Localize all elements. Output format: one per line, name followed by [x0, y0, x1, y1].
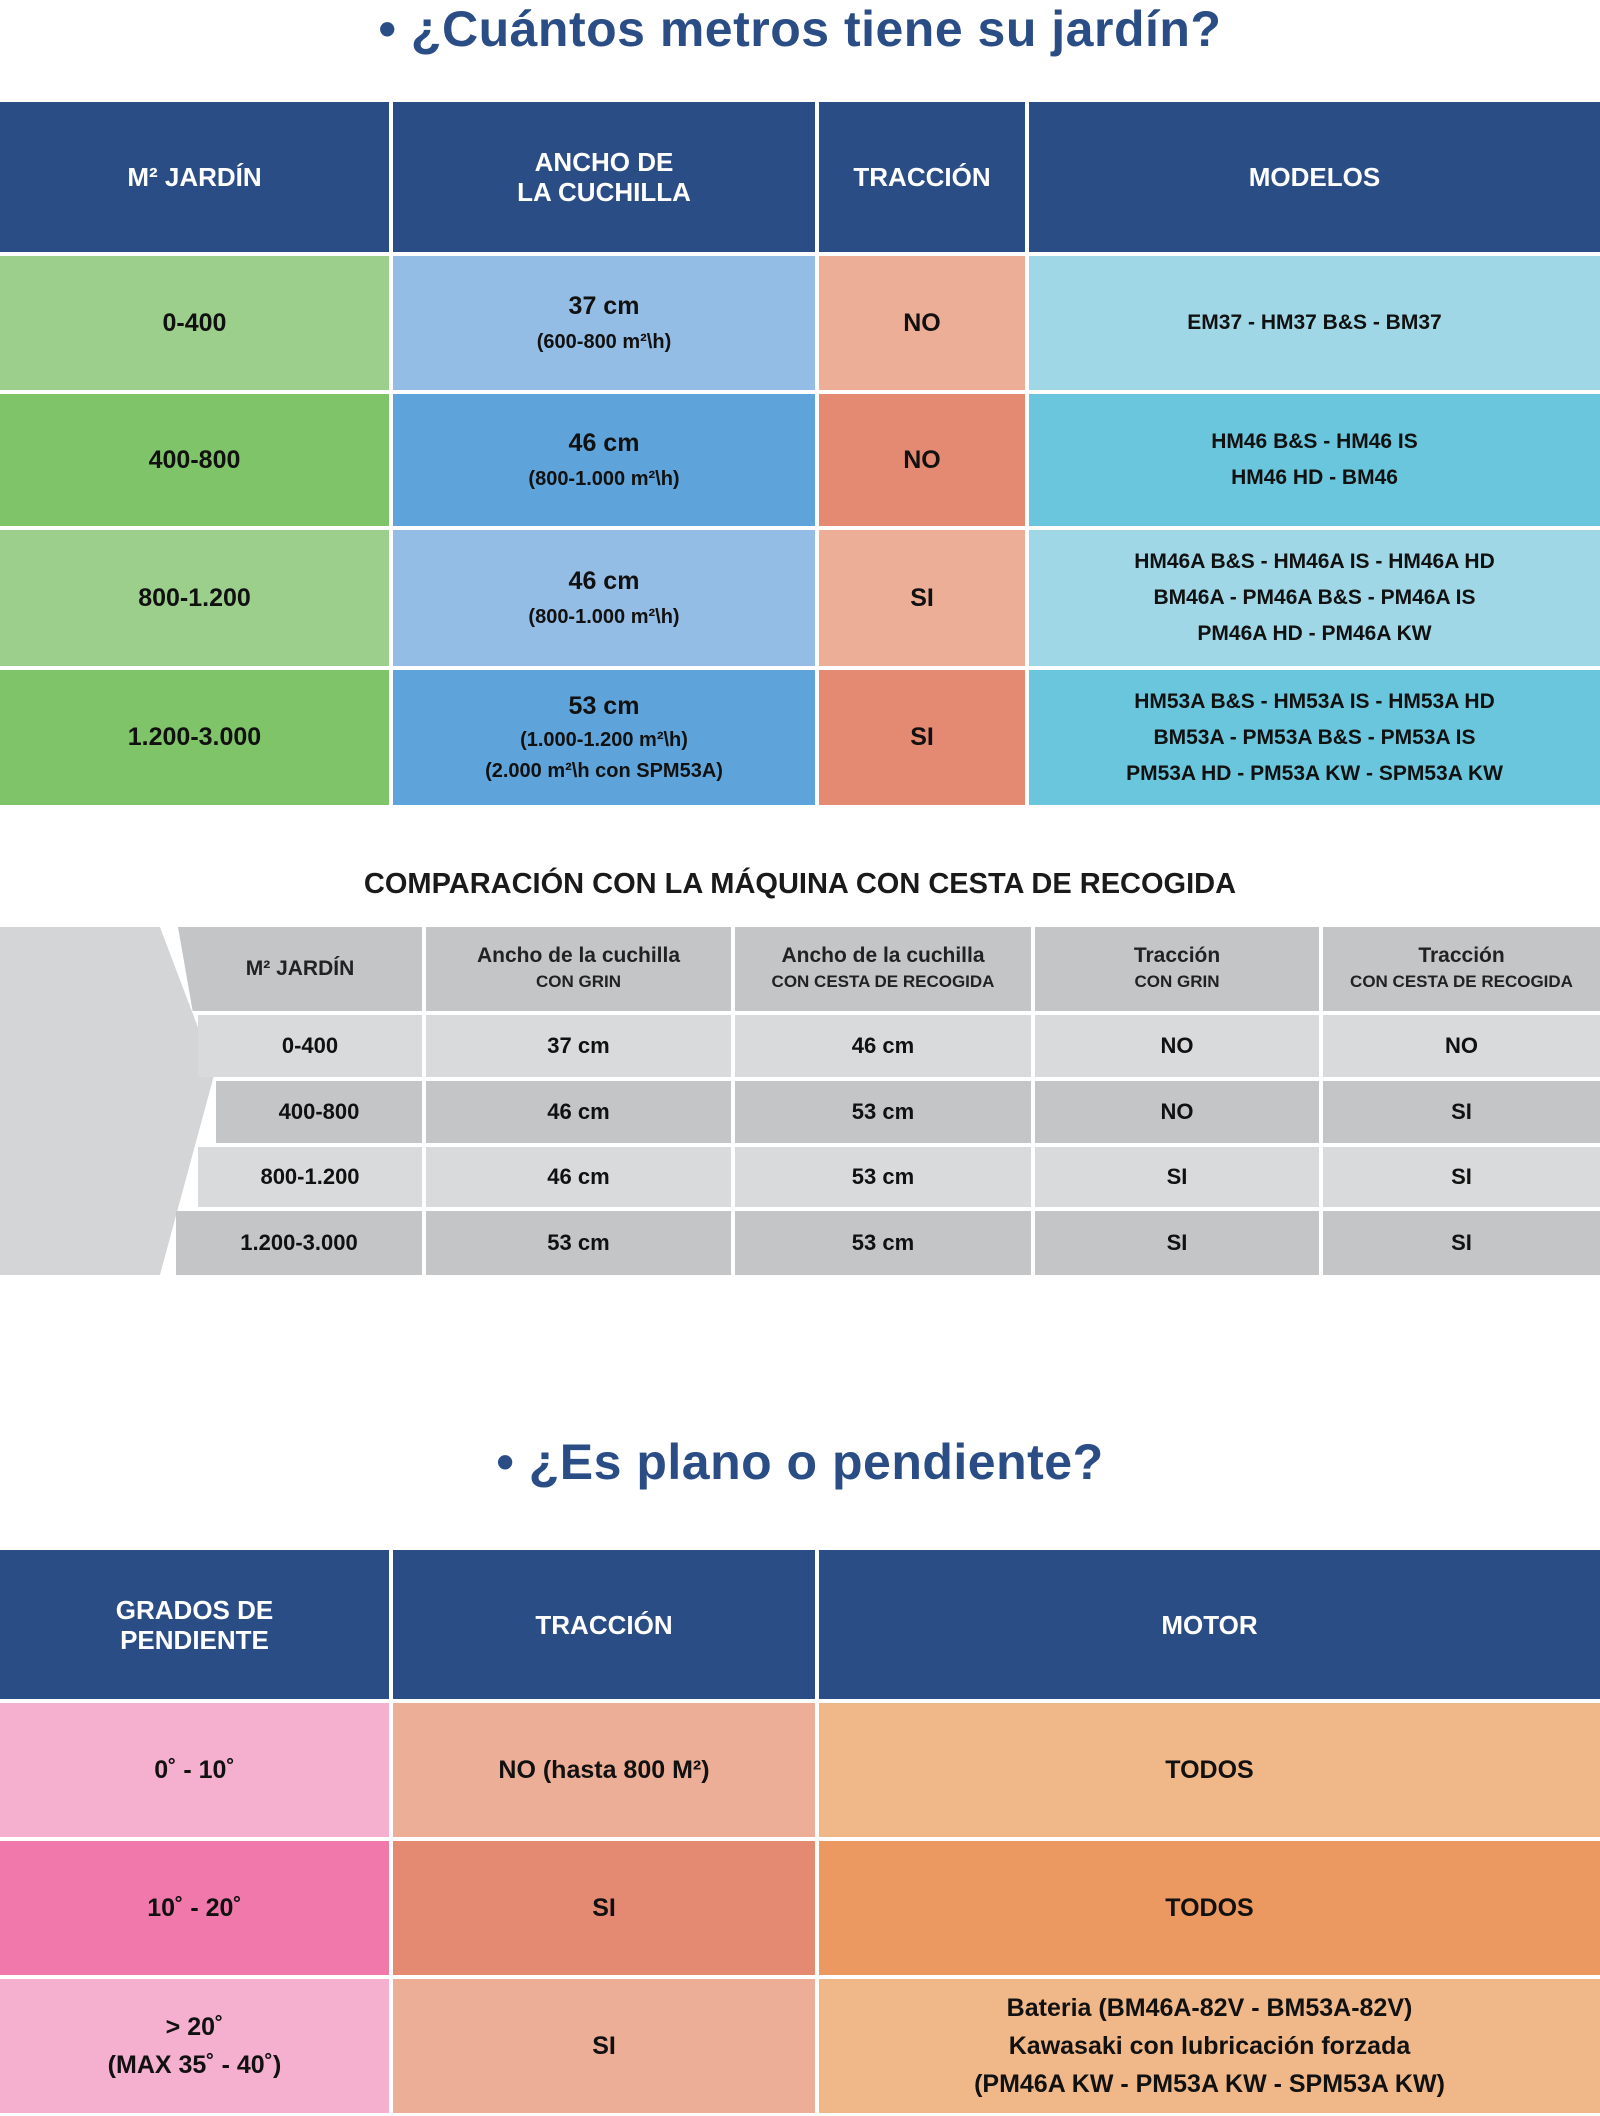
models-line: HM53A B&S - HM53A IS - HM53A HD	[1134, 689, 1495, 713]
comp-header-blade-basket: Ancho de la cuchilla CON CESTA DE RECOGI…	[735, 927, 1031, 1011]
table-row-cell-slope: 0˚ - 10˚	[0, 1703, 389, 1837]
table-row-cell-area: 0-400	[0, 256, 389, 390]
table-row-cell-models: HM46 B&S - HM46 IS HM46 HD - BM46	[1029, 394, 1600, 526]
table-row-cell-traction: NO	[819, 256, 1025, 390]
header-area: M² JARDÍN	[0, 102, 389, 252]
section-title-garden-size: • ¿Cuántos metros tiene su jardín?	[378, 1, 1222, 57]
header-traction: TRACCIÓN	[819, 102, 1025, 252]
table-row-cell: 53 cm	[426, 1211, 731, 1275]
header-slope-degrees: GRADOS DE PENDIENTE	[0, 1550, 389, 1699]
table-row-cell-slope: 10˚ - 20˚	[0, 1841, 389, 1975]
table-row-cell-slope: > 20˚ (MAX 35˚ - 40˚)	[0, 1979, 389, 2113]
table-row-cell-traction: SI	[819, 670, 1025, 805]
models-line: PM46A HD - PM46A KW	[1197, 622, 1432, 645]
table-row-cell-area: 1.200-3.000	[0, 670, 389, 805]
models-line: BM53A - PM53A B&S - PM53A IS	[1153, 725, 1476, 749]
table-row-cell-traction: SI	[819, 530, 1025, 666]
header-blade-width: ANCHO DE LA CUCHILLA	[393, 102, 815, 252]
models-line: BM46A - PM46A B&S - PM46A IS	[1153, 586, 1476, 609]
table-row-cell: SI	[1323, 1147, 1600, 1207]
table-row-cell-traction: SI	[393, 1841, 815, 1975]
table-row-cell-width: 53 cm (1.000-1.200 m²\h) (2.000 m²\h con…	[393, 670, 815, 805]
slope-line: (MAX 35˚ - 40˚)	[107, 2051, 282, 2079]
table-row-cell-area: 400-800	[0, 394, 389, 526]
slope-line: > 20˚	[165, 2013, 224, 2041]
models-line: HM46 B&S - HM46 IS	[1211, 430, 1418, 453]
comp-header-main: Ancho de la cuchilla	[476, 944, 681, 967]
motor-line: (PM46A KW - PM53A KW - SPM53A KW)	[974, 2070, 1445, 2098]
table-row-cell: SI	[1035, 1147, 1319, 1207]
table-row-cell: SI	[1323, 1081, 1600, 1143]
header-blade-line1: ANCHO DE	[534, 147, 674, 177]
motor-line: Bateria (BM46A-82V - BM53A-82V)	[1006, 1994, 1413, 2022]
table-row-cell-models: HM53A B&S - HM53A IS - HM53A HD BM53A - …	[1029, 670, 1600, 805]
table-row-cell-models: HM46A B&S - HM46A IS - HM46A HD BM46A - …	[1029, 530, 1600, 666]
table-row-cell-width: 46 cm (800-1.000 m²\h)	[393, 530, 815, 666]
header-traction: TRACCIÓN	[393, 1550, 815, 1699]
comp-header-area: M² JARDÍN	[178, 927, 422, 1011]
comp-header-main: M² JARDÍN	[245, 957, 355, 980]
comp-header-sub: CON GRIN	[1134, 972, 1220, 991]
table-row-cell: 800-1.200	[198, 1147, 422, 1207]
table-row-cell-traction: SI	[393, 1979, 815, 2113]
table-row-cell: NO	[1035, 1081, 1319, 1143]
table-row-cell-motor: TODOS	[819, 1703, 1600, 1837]
table-row-cell: 400-800	[216, 1081, 422, 1143]
blade-width-value: 53 cm	[568, 692, 640, 720]
table-row-cell: 1.200-3.000	[176, 1211, 422, 1275]
blade-width-value: 46 cm	[568, 567, 640, 595]
table-row-cell: 53 cm	[735, 1147, 1031, 1207]
blade-width-capacity: (600-800 m²\h)	[536, 331, 672, 353]
table-row-cell-motor: Bateria (BM46A-82V - BM53A-82V) Kawasaki…	[819, 1979, 1600, 2113]
table-row-cell: 46 cm	[426, 1081, 731, 1143]
header-motor: MOTOR	[819, 1550, 1600, 1699]
table-row-cell: 46 cm	[735, 1015, 1031, 1077]
table-row-cell: 53 cm	[735, 1211, 1031, 1275]
header-blade-line2: LA CUCHILLA	[517, 177, 691, 207]
comp-header-sub: CON CESTA DE RECOGIDA	[1350, 972, 1573, 991]
comp-header-sub: CON GRIN	[536, 972, 621, 991]
comp-header-traction-basket: Tracción CON CESTA DE RECOGIDA	[1323, 927, 1600, 1011]
table-row-cell: NO	[1035, 1015, 1319, 1077]
header-line: GRADOS DE	[115, 1594, 274, 1625]
models-line: EM37 - HM37 B&S - BM37	[1187, 311, 1442, 334]
table-row-cell: 46 cm	[426, 1147, 731, 1207]
comp-header-traction-grin: Tracción CON GRIN	[1035, 927, 1319, 1011]
table-row-cell-traction: NO (hasta 800 M²)	[393, 1703, 815, 1837]
table-row-cell-traction: NO	[819, 394, 1025, 526]
table-row-cell-motor: TODOS	[819, 1841, 1600, 1975]
comp-header-blade-grin: Ancho de la cuchilla CON GRIN	[426, 927, 731, 1011]
table-row-cell: NO	[1323, 1015, 1600, 1077]
table-row-cell: SI	[1035, 1211, 1319, 1275]
comp-header-main: Tracción	[1418, 944, 1505, 967]
comp-header-main: Tracción	[1133, 944, 1221, 967]
comparison-title: COMPARACIÓN CON LA MÁQUINA CON CESTA DE …	[363, 868, 1237, 900]
table-row-cell: 53 cm	[735, 1081, 1031, 1143]
table-row-cell-area: 800-1.200	[0, 530, 389, 666]
models-line: HM46 HD - BM46	[1231, 466, 1398, 489]
comp-header-sub: CON CESTA DE RECOGIDA	[771, 972, 995, 991]
models-line: HM46A B&S - HM46A IS - HM46A HD	[1134, 550, 1495, 573]
blade-width-capacity: (800-1.000 m²\h)	[528, 606, 680, 628]
table-row-cell: 37 cm	[426, 1015, 731, 1077]
comp-header-main: Ancho de la cuchilla	[781, 944, 985, 967]
blade-width-value: 37 cm	[568, 292, 640, 320]
table-row-cell: 0-400	[198, 1015, 422, 1077]
header-models: MODELOS	[1029, 102, 1600, 252]
models-line: PM53A HD - PM53A KW - SPM53A KW	[1126, 761, 1503, 785]
blade-width-capacity: (1.000-1.200 m²\h)	[520, 729, 688, 751]
table-row-cell-width: 37 cm (600-800 m²\h)	[393, 256, 815, 390]
blade-width-capacity: (800-1.000 m²\h)	[528, 468, 680, 490]
blade-width-value: 46 cm	[568, 429, 640, 457]
header-line: PENDIENTE	[120, 1624, 269, 1655]
section-title-slope: • ¿Es plano o pendiente?	[496, 1434, 1104, 1490]
table-row-cell: SI	[1323, 1211, 1600, 1275]
blade-width-capacity-note: (2.000 m²\h con SPM53A)	[485, 760, 723, 782]
table-row-cell-width: 46 cm (800-1.000 m²\h)	[393, 394, 815, 526]
table-row-cell-models: EM37 - HM37 B&S - BM37	[1029, 256, 1600, 390]
motor-line: Kawasaki con lubricación forzada	[1008, 2032, 1411, 2060]
